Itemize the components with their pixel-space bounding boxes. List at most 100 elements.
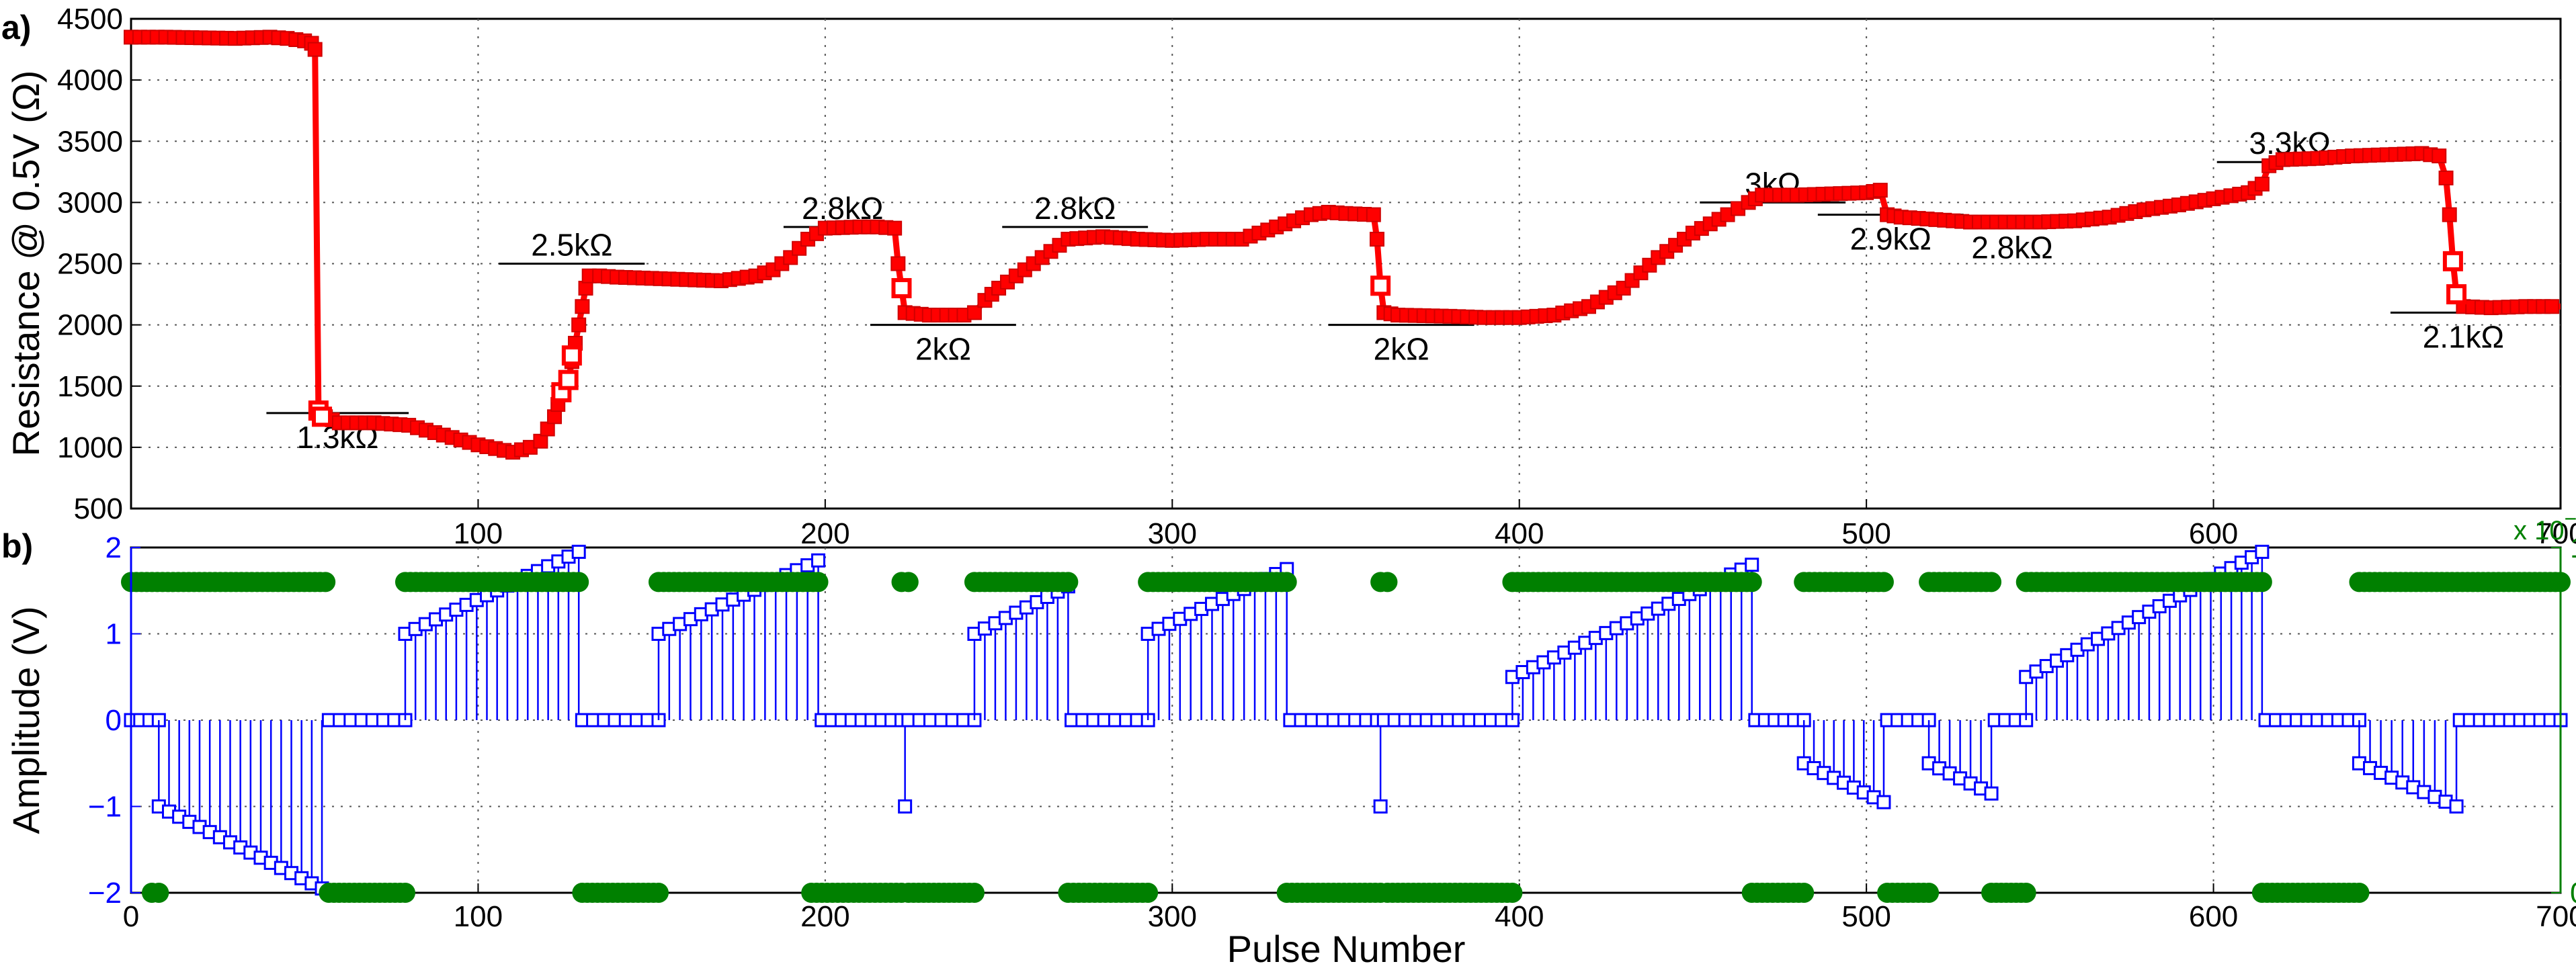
x-tick-label: 600: [2189, 517, 2238, 550]
resistance-transition-marker: [558, 369, 579, 390]
read-indicator-dot: [1502, 883, 1523, 903]
amplitude-panel: 0 100 200 300 400 500 600 700 −2 −1 0 1 2 0 1 b) Ampli…: [1, 507, 2576, 966]
amplitude-marker: [811, 553, 826, 568]
read-indicator-dot: [149, 883, 169, 903]
resistance-marker: [2544, 299, 2560, 314]
x-tick-label: 500: [1841, 517, 1891, 550]
resistance-marker: [887, 220, 903, 236]
y-tick-label: 1000: [57, 431, 123, 464]
amplitude-axis-ticks: 0 100 200 300 400 500 600 700 −2 −1 0 1 2 0 1: [88, 531, 2576, 933]
x-tick-label: 700: [2536, 517, 2576, 550]
read-indicator-dot: [1377, 572, 1398, 592]
left-y-tick-label: −2: [88, 877, 122, 910]
resistance-marker: [2432, 148, 2447, 164]
left-y-tick-label: 0: [106, 704, 122, 737]
amplitude-marker: [571, 544, 586, 559]
read-indicator-dot: [1276, 572, 1297, 592]
resistance-transition-marker: [1370, 275, 1391, 296]
left-y-tick-label: 2: [106, 531, 122, 564]
resistance-gridlines: [131, 19, 2561, 509]
x-tick-label: 200: [800, 517, 849, 550]
resistance-y-axis-label: Resistance @ 0.5V (Ω): [5, 71, 47, 457]
amplitude-y-axis-label: Amplitude (V): [5, 606, 47, 834]
y-tick-label: 1500: [57, 370, 123, 403]
resistance-marker: [1872, 183, 1888, 198]
right-y-tick-label: 1: [2570, 531, 2576, 564]
read-indicator-dot: [1138, 883, 1159, 903]
amplitude-marker: [1984, 786, 1999, 801]
resistance-panel-label: a): [1, 9, 31, 46]
amplitude-marker: [898, 799, 913, 814]
exponent-power: −5: [2565, 507, 2576, 531]
read-indicator-dot: [1058, 572, 1079, 592]
x-tick-label: 400: [1495, 517, 1544, 550]
level-annotation-label: 2.8kΩ: [1034, 191, 1116, 226]
x-tick-label: 400: [1495, 900, 1544, 933]
x-tick-label: 300: [1148, 517, 1197, 550]
read-indicator-dot: [1741, 572, 1762, 592]
resistance-transition-marker: [891, 277, 912, 298]
resistance-marker: [533, 433, 548, 449]
read-indicator-dot: [394, 883, 415, 903]
read-indicator-dot: [1919, 883, 1940, 903]
level-annotation-label: 2.8kΩ: [1971, 230, 2052, 265]
resistance-marker: [1369, 232, 1384, 247]
read-indicator-dot: [648, 883, 669, 903]
level-annotation-label: 2kΩ: [915, 332, 971, 367]
x-tick-label: 200: [800, 900, 849, 933]
resistance-transition-marker: [2446, 284, 2467, 305]
resistance-transition-marker: [2442, 251, 2463, 271]
read-indicator-dot: [2349, 883, 2370, 903]
read-indicator-dot: [808, 572, 829, 592]
read-indicator-dot: [898, 572, 919, 592]
resistance-marker: [575, 299, 590, 314]
y-tick-label: 2000: [57, 309, 123, 342]
read-indicator-dot: [2016, 883, 2036, 903]
amplitude-panel-label: b): [1, 527, 33, 565]
resistance-marker: [547, 409, 563, 425]
x-tick-label: 100: [454, 900, 503, 933]
amplitude-marker: [1745, 558, 1759, 572]
y-tick-label: 4500: [57, 3, 123, 36]
y-tick-label: 3000: [57, 186, 123, 219]
x-axis-label: Pulse Number: [1227, 928, 1466, 966]
resistance-marker: [307, 42, 323, 57]
x-tick-label: 100: [454, 517, 503, 550]
y-tick-label: 500: [74, 492, 123, 525]
resistance-marker: [890, 256, 906, 271]
read-indicator-dot: [569, 572, 589, 592]
x-tick-label: 300: [1148, 900, 1197, 933]
resistance-marker: [2438, 170, 2454, 185]
resistance-marker: [2254, 177, 2270, 192]
read-indicator-dot: [2251, 572, 2272, 592]
resistance-transition-marker: [312, 406, 333, 427]
y-tick-label: 4000: [57, 64, 123, 97]
level-annotation-label: 2kΩ: [1374, 332, 1429, 367]
resistance-marker: [1366, 207, 1381, 222]
x-tick-label: 500: [1841, 900, 1891, 933]
resistance-series: [124, 30, 2561, 460]
amplitude-marker: [1876, 795, 1891, 809]
x-tick-label: 0: [123, 900, 139, 933]
resistance-marker: [571, 317, 587, 333]
resistance-marker: [966, 305, 982, 320]
x-tick-label: 600: [2189, 900, 2238, 933]
read-indicator-dot: [1794, 883, 1815, 903]
exponent-base: x 10: [2513, 516, 2565, 545]
read-indicator-dot: [1981, 572, 2002, 592]
right-y-tick-label: 0: [2570, 877, 2576, 910]
left-y-tick-label: −1: [88, 791, 122, 824]
resistance-axis-ticks: 100 200 300 400 500 600 700 500 1000 1500 2000 2500…: [57, 3, 2576, 550]
left-y-tick-label: 1: [106, 618, 122, 651]
resistance-marker: [2442, 207, 2457, 222]
amplitude-marker: [1373, 799, 1388, 814]
resistance-panel: 100 200 300 400 500 600 700 500 1000 1500 2000 2500…: [1, 3, 2576, 550]
resistance-marker: [578, 280, 593, 296]
level-annotation-label: 2.1kΩ: [2423, 319, 2504, 354]
resistance-marker: [540, 421, 555, 437]
amplitude-marker: [2449, 799, 2464, 814]
resistance-transition-marker: [561, 345, 582, 366]
read-indicator-dot: [315, 572, 336, 592]
